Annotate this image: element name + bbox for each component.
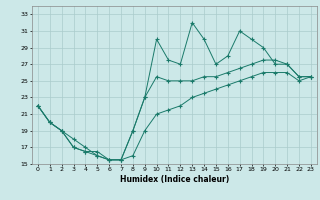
X-axis label: Humidex (Indice chaleur): Humidex (Indice chaleur) [120, 175, 229, 184]
